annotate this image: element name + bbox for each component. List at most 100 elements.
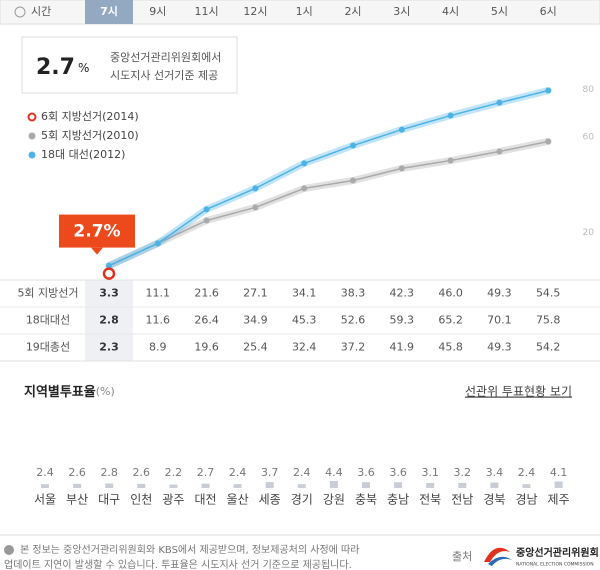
summary-note: 시도지사 선거기준 제공 <box>110 69 218 82</box>
point <box>350 177 356 184</box>
point <box>301 160 308 167</box>
table-value: 49.3 <box>487 341 512 354</box>
table-value: 2.3 <box>99 341 119 354</box>
y-tick-label: 20 <box>583 228 595 238</box>
region-value: 3.6 <box>389 466 407 479</box>
summary-value: 2.7% <box>36 55 89 80</box>
region-name: 광주 <box>162 493 184 507</box>
table-value: 70.1 <box>487 314 512 327</box>
legend-marker <box>28 132 36 140</box>
row-label: 18대대선 <box>26 314 70 327</box>
info-icon <box>4 545 14 555</box>
region-name: 경북 <box>483 493 505 507</box>
current-time-column <box>85 280 133 361</box>
table-value: 11.6 <box>146 314 171 327</box>
footer-text: 본 정보는 중앙선거관리위원회와 KBS에서 제공받으며, 정보제공처의 사정에… <box>20 543 359 556</box>
summary-unit: % <box>78 61 89 75</box>
table-value: 19.6 <box>194 341 219 354</box>
region-value: 2.6 <box>68 466 86 479</box>
point <box>496 148 503 155</box>
time-label: 4시 <box>442 5 459 18</box>
clock-icon <box>14 6 26 18</box>
table-value: 65.2 <box>438 314 463 327</box>
region-bar <box>233 484 242 488</box>
region-unit: (%) <box>96 385 115 398</box>
region-value: 2.8 <box>100 466 118 479</box>
table-value: 37.2 <box>341 341 366 354</box>
point <box>203 217 210 224</box>
time-label: 12시 <box>243 5 267 18</box>
region-title: 지역별투표율(%) <box>24 384 115 400</box>
region-name: 경남 <box>515 493 537 507</box>
time-label: 11시 <box>195 5 219 18</box>
region-link[interactable]: 선관위 투표현황 보기 <box>465 385 572 399</box>
region-bar <box>169 484 178 488</box>
region-bar <box>105 483 114 488</box>
region-value: 2.4 <box>518 466 536 479</box>
table-value: 75.8 <box>536 314 561 327</box>
point <box>252 204 259 211</box>
region-bar <box>362 482 370 488</box>
footer-text: 업데이트 지연이 발생할 수 있습니다. 투표율은 시도지사 선거 기준으로 제… <box>4 558 352 570</box>
time-label: 6시 <box>540 5 557 18</box>
callout <box>59 214 135 248</box>
point <box>154 240 161 247</box>
region-name: 울산 <box>227 493 249 507</box>
region-name: 전북 <box>419 493 441 507</box>
region-name: 충북 <box>355 493 377 507</box>
region-value: 3.1 <box>421 466 439 479</box>
table-value: 34.9 <box>243 314 268 327</box>
source-label: 출처 <box>452 550 472 563</box>
logo-sub: NATIONAL ELECTION COMMISSION <box>516 562 594 568</box>
point <box>106 262 112 269</box>
point <box>102 267 116 280</box>
region-value: 3.2 <box>454 466 472 479</box>
series-line <box>108 89 549 267</box>
region-value: 3.4 <box>486 466 504 479</box>
table-value: 21.6 <box>194 287 219 300</box>
time-label: 7시 <box>100 5 118 18</box>
legend-label: 6회 지방선거(2014) <box>41 110 139 123</box>
summary-note: 중앙선거관리위원회에서 <box>110 51 221 64</box>
point <box>350 142 356 149</box>
point <box>545 138 552 145</box>
point <box>447 157 454 164</box>
table-value: 25.4 <box>243 341 268 354</box>
logo-name: 중앙선거관리위원회 <box>516 546 599 559</box>
region-bar <box>73 483 82 488</box>
region-title-text: 지역별투표율 <box>24 384 96 400</box>
region-name: 세종 <box>259 493 281 507</box>
legend-marker <box>28 151 36 159</box>
table-value: 45.8 <box>438 341 463 354</box>
callout-label: 2.7% <box>73 222 120 242</box>
region-value: 2.7 <box>197 466 215 479</box>
region-name: 대구 <box>98 493 120 507</box>
time-label: 3시 <box>393 5 410 18</box>
table-value: 26.4 <box>194 314 219 327</box>
time-header-label: 시간 <box>31 5 51 18</box>
table-value: 2.8 <box>99 314 119 327</box>
region-bar <box>458 482 467 488</box>
region-bar <box>41 484 49 488</box>
summary-box <box>21 36 238 94</box>
region-bar <box>297 484 306 488</box>
region-value: 2.4 <box>36 466 54 479</box>
region-name: 경기 <box>291 493 313 507</box>
table-value: 11.1 <box>146 287 171 300</box>
time-label: 1시 <box>296 5 313 18</box>
region-bar <box>426 483 435 488</box>
logo-mark <box>484 547 510 562</box>
point <box>398 165 405 172</box>
time-label: 5시 <box>491 5 508 18</box>
logo-mark <box>488 556 512 566</box>
region-name: 제주 <box>548 493 570 507</box>
region-value: 2.4 <box>293 466 311 479</box>
row-label: 19대총선 <box>26 341 70 354</box>
region-value: 2.4 <box>229 466 247 479</box>
point <box>203 206 210 213</box>
time-label: 2시 <box>344 5 361 18</box>
table-value: 59.3 <box>390 314 415 327</box>
time-label: 9시 <box>149 5 166 18</box>
table-value: 45.3 <box>292 314 317 327</box>
region-value: 4.1 <box>550 466 568 479</box>
